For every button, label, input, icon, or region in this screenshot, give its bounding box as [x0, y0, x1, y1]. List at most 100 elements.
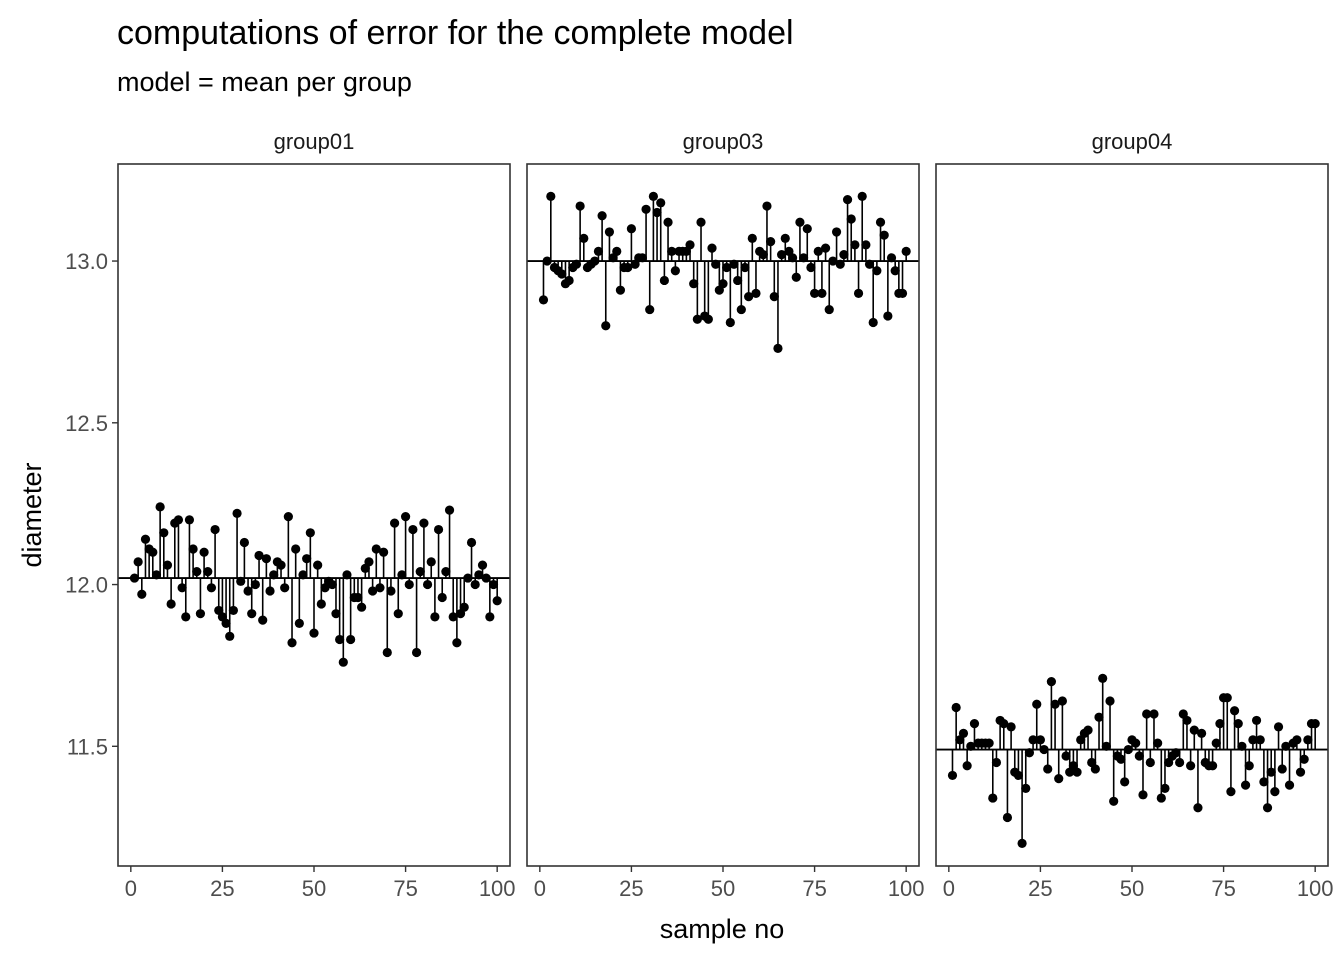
- data-point: [656, 198, 666, 208]
- data-point: [864, 259, 875, 269]
- data-point: [1186, 761, 1196, 771]
- data-point: [1266, 767, 1276, 777]
- data-point: [958, 728, 969, 738]
- data-point: [612, 246, 622, 256]
- data-point: [751, 288, 761, 299]
- x-tick-label: 100: [1297, 876, 1334, 901]
- data-point: [951, 702, 961, 713]
- data-point: [243, 586, 253, 596]
- x-tick-label: 75: [802, 876, 826, 901]
- data-point: [1021, 783, 1031, 793]
- data-point: [546, 191, 556, 201]
- data-point: [1244, 761, 1254, 771]
- data-point: [571, 259, 582, 269]
- data-point: [601, 321, 611, 331]
- data-point: [426, 557, 436, 567]
- x-tick-label: 75: [1211, 876, 1235, 901]
- data-point: [947, 770, 958, 781]
- data-point: [437, 592, 447, 603]
- x-tick-label: 100: [888, 876, 925, 901]
- data-point: [626, 224, 637, 234]
- data-point: [1050, 699, 1060, 709]
- data-point: [806, 262, 816, 273]
- data-point: [648, 191, 658, 201]
- data-point: [1090, 764, 1100, 774]
- data-point: [696, 217, 706, 227]
- data-point: [1273, 722, 1284, 732]
- data-point: [250, 579, 260, 590]
- data-point: [758, 249, 768, 260]
- x-tick-label: 50: [302, 876, 326, 901]
- data-point: [1270, 786, 1280, 797]
- data-point: [430, 612, 440, 622]
- data-point: [538, 295, 549, 305]
- data-point: [140, 534, 151, 544]
- data-point: [729, 259, 739, 269]
- data-point: [287, 638, 297, 648]
- data-point: [294, 618, 304, 628]
- data-point: [872, 266, 882, 276]
- data-point: [1043, 764, 1053, 774]
- data-point: [798, 253, 809, 263]
- data-point: [1072, 767, 1082, 777]
- data-point: [265, 586, 275, 596]
- data-point: [419, 518, 429, 528]
- data-point: [868, 317, 878, 328]
- data-point: [740, 262, 750, 273]
- data-point: [791, 272, 801, 282]
- data-point: [1284, 780, 1295, 790]
- data-point: [711, 259, 721, 269]
- data-point: [817, 288, 827, 299]
- panel-border: [117, 163, 511, 867]
- data-point: [181, 612, 191, 622]
- data-point: [313, 560, 323, 570]
- data-point: [309, 628, 319, 638]
- data-point: [747, 233, 757, 244]
- data-point: [557, 269, 567, 279]
- data-point: [1255, 735, 1265, 745]
- data-point: [386, 586, 396, 596]
- data-point: [305, 528, 315, 538]
- data-point: [444, 505, 455, 515]
- data-point: [850, 240, 860, 250]
- data-point: [1171, 748, 1181, 758]
- data-point: [615, 285, 626, 295]
- data-point: [820, 243, 831, 253]
- data-point: [886, 253, 897, 263]
- data-point: [670, 266, 680, 276]
- data-point: [773, 343, 783, 353]
- data-point: [232, 508, 242, 518]
- data-point: [258, 615, 268, 625]
- x-tick-label: 0: [534, 876, 546, 901]
- data-point: [1175, 757, 1185, 768]
- data-point: [842, 194, 853, 205]
- data-point: [1222, 693, 1232, 703]
- data-point: [707, 243, 717, 253]
- data-point: [901, 246, 911, 256]
- data-point: [1189, 725, 1199, 735]
- data-point: [1156, 793, 1166, 803]
- data-point: [623, 262, 633, 273]
- data-point: [408, 524, 418, 535]
- data-point: [137, 589, 147, 599]
- data-point: [1098, 673, 1108, 683]
- data-point: [485, 612, 495, 622]
- data-point: [890, 266, 900, 276]
- data-point: [969, 719, 980, 729]
- data-point: [1215, 719, 1225, 729]
- data-point: [448, 612, 458, 622]
- data-point: [1310, 719, 1320, 729]
- data-point: [199, 547, 209, 557]
- data-point: [195, 609, 206, 619]
- data-point: [1295, 767, 1306, 777]
- data-point: [1109, 796, 1119, 806]
- data-point: [1138, 790, 1148, 800]
- data-point: [331, 609, 341, 619]
- data-point: [261, 554, 271, 564]
- data-point: [1182, 715, 1192, 726]
- data-point: [1131, 738, 1141, 748]
- data-point: [327, 579, 337, 590]
- data-point: [1233, 719, 1243, 729]
- data-point: [991, 757, 1002, 768]
